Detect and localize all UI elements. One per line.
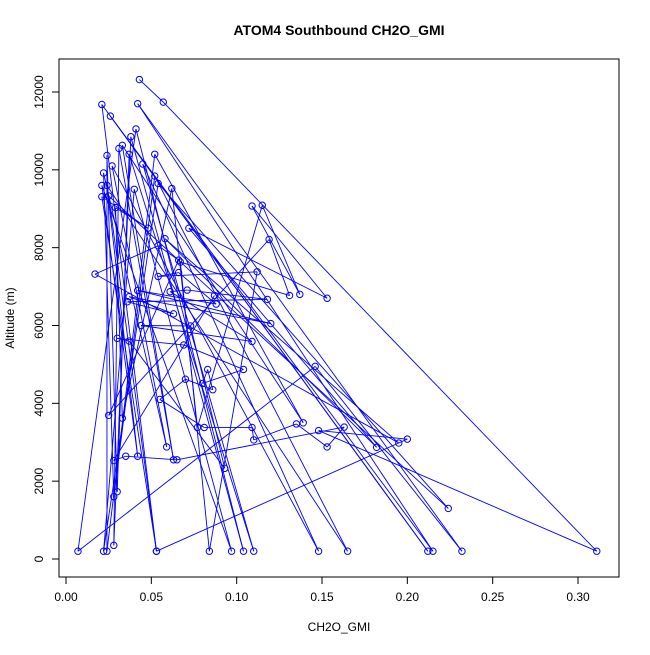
x-tick-label: 0.25 <box>481 590 505 604</box>
y-tick-label: 4000 <box>32 390 46 417</box>
x-axis-label: CH2O_GMI <box>308 620 371 634</box>
x-tick-label: 0.20 <box>396 590 420 604</box>
x-tick-label: 0.10 <box>225 590 249 604</box>
x-tick-label: 0.15 <box>310 590 334 604</box>
y-tick-label: 10000 <box>32 153 46 187</box>
x-tick-label: 0.00 <box>54 590 78 604</box>
y-tick-label: 12000 <box>32 75 46 109</box>
x-tick-label: 0.05 <box>140 590 164 604</box>
y-tick-label: 2000 <box>32 467 46 494</box>
x-tick-label: 0.30 <box>566 590 590 604</box>
y-tick-label: 6000 <box>32 312 46 339</box>
chart-title: ATOM4 Southbound CH2O_GMI <box>233 22 444 38</box>
y-axis-label: Altitude (m) <box>3 287 17 348</box>
y-tick-label: 0 <box>32 555 46 562</box>
y-tick-label: 8000 <box>32 234 46 261</box>
